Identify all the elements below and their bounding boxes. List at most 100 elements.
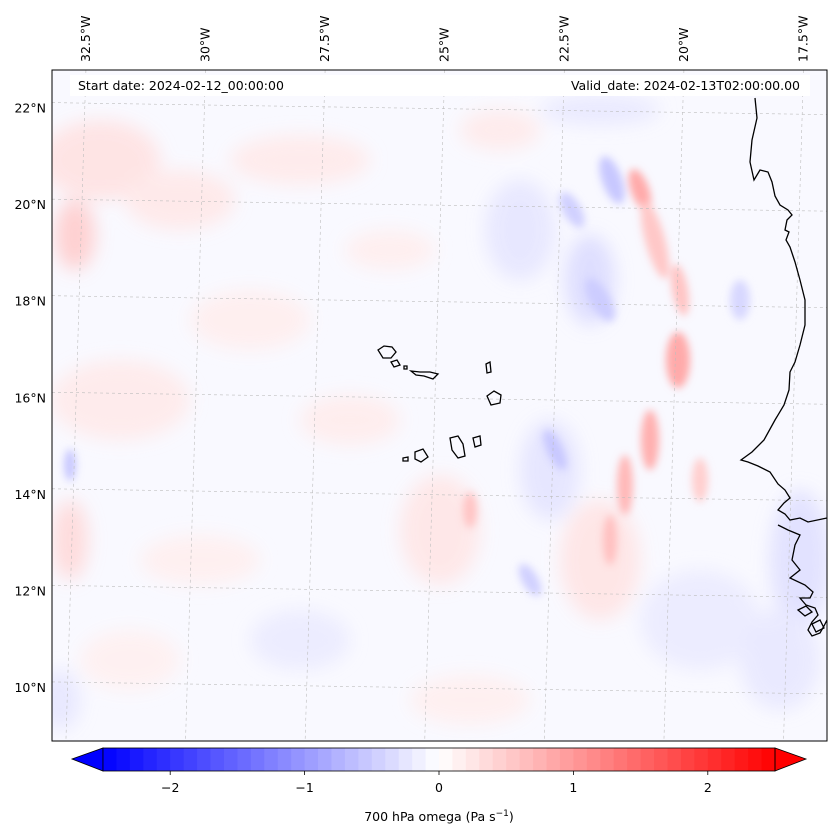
lon-tick-label: 25°W — [437, 27, 452, 62]
colorbar-tick-label: 0 — [435, 780, 443, 795]
colorbar-step — [156, 748, 171, 771]
latitude-labels: 22°N 20°N 18°N 16°N 14°N 12°N 10°N — [14, 101, 46, 695]
colorbar-step — [519, 748, 534, 771]
meridian-line — [783, 70, 804, 741]
meridian-line — [185, 70, 206, 741]
colorbar-step — [533, 748, 548, 771]
meridian-line — [304, 70, 326, 741]
colorbar-max-extend — [774, 747, 808, 772]
island-sal — [485, 360, 492, 374]
colorbar-ticks: −2 −1 0 1 2 — [161, 771, 712, 795]
island-santiago — [449, 435, 466, 459]
island-boa-vista — [486, 390, 502, 406]
meridian-line — [663, 70, 685, 741]
colorbar-step — [600, 748, 615, 771]
island-sao-nicolau — [408, 370, 440, 380]
lat-tick-label: 20°N — [14, 197, 46, 212]
colorbar-step — [170, 748, 185, 771]
colorbar-tick-label: 1 — [569, 780, 577, 795]
colorbar-step — [479, 748, 494, 771]
african-coastline — [739, 97, 827, 523]
colorbar-step — [385, 748, 400, 771]
colorbar-step — [761, 748, 776, 771]
island-maio — [472, 435, 482, 448]
bijagos-islands — [796, 605, 825, 633]
colorbar-step — [237, 748, 252, 771]
lon-tick-label: 30°W — [198, 27, 213, 62]
map-frame — [51, 69, 828, 742]
colorbar-step — [439, 748, 454, 771]
colorbar-steps — [103, 748, 776, 771]
lat-tick-label: 16°N — [14, 390, 46, 405]
omega-field — [52, 95, 827, 730]
colorbar-step — [492, 748, 507, 771]
colorbar-step — [412, 748, 427, 771]
colorbar-step — [264, 748, 279, 771]
lat-tick-label: 22°N — [14, 101, 46, 116]
info-box — [70, 75, 810, 96]
colorbar-step — [613, 748, 628, 771]
colorbar-step — [465, 748, 480, 771]
island-brava — [402, 456, 409, 462]
colorbar-step — [627, 748, 642, 771]
colorbar-tick-label: 2 — [704, 780, 712, 795]
lat-tick-label: 12°N — [14, 583, 46, 598]
colorbar-step — [143, 748, 158, 771]
lat-tick-label: 10°N — [14, 680, 46, 695]
colorbar-step — [559, 748, 574, 771]
colorbar-step — [694, 748, 709, 771]
colorbar-step — [197, 748, 212, 771]
colorbar-step — [734, 748, 749, 771]
colorbar-step — [640, 748, 655, 771]
colorbar-step — [277, 748, 292, 771]
colorbar-step — [546, 748, 561, 771]
colorbar-step — [129, 748, 144, 771]
valid-date-label: Valid_date: 2024-02-13T02:00:00.00 — [571, 78, 800, 93]
colorbar-step — [707, 748, 722, 771]
colorbar-step — [680, 748, 695, 771]
colorbar-step — [183, 748, 198, 771]
colorbar-step — [586, 748, 601, 771]
colorbar-step — [223, 748, 238, 771]
lon-tick-label: 32.5°W — [78, 16, 93, 62]
colorbar-step — [250, 748, 265, 771]
guinea-coastline — [777, 524, 827, 637]
gridlines — [52, 70, 827, 741]
colorbar-step — [506, 748, 521, 771]
meridian-line — [65, 70, 87, 741]
colorbar-step — [331, 748, 346, 771]
start-date-label: Start date: 2024-02-12_00:00:00 — [78, 78, 284, 93]
colorbar-min-extend — [70, 747, 104, 772]
colorbar-step — [291, 748, 306, 771]
lon-tick-label: 17.5°W — [796, 16, 811, 62]
lon-tick-label: 27.5°W — [317, 16, 332, 62]
colorbar-step — [116, 748, 131, 771]
lon-tick-label: 22.5°W — [556, 16, 571, 62]
colorbar-title: 700 hPa omega (Pa s−1) — [364, 809, 514, 824]
colorbar-step — [452, 748, 467, 771]
colorbar-step — [748, 748, 763, 771]
colorbar-step — [573, 748, 588, 771]
colorbar-step — [103, 748, 118, 771]
colorbar-step — [344, 748, 359, 771]
island-santa-luzia — [403, 365, 408, 370]
colorbar-step — [210, 748, 225, 771]
island-fogo — [414, 448, 429, 463]
colorbar-step — [721, 748, 736, 771]
island-sao-vicente — [390, 359, 401, 368]
meridian-line — [544, 70, 565, 741]
colorbar-step — [654, 748, 669, 771]
colorbar-step — [304, 748, 319, 771]
colorbar-step — [371, 748, 386, 771]
colorbar-tick-label: −1 — [295, 780, 313, 795]
lat-tick-label: 14°N — [14, 487, 46, 502]
colorbar-step — [398, 748, 413, 771]
meridian-line — [424, 70, 446, 741]
island-santo-antao — [377, 345, 397, 359]
coastline — [377, 97, 827, 637]
colorbar-step — [358, 748, 373, 771]
lon-tick-label: 20°W — [676, 27, 691, 62]
cape-verde-islands — [377, 345, 502, 463]
colorbar-step — [667, 748, 682, 771]
